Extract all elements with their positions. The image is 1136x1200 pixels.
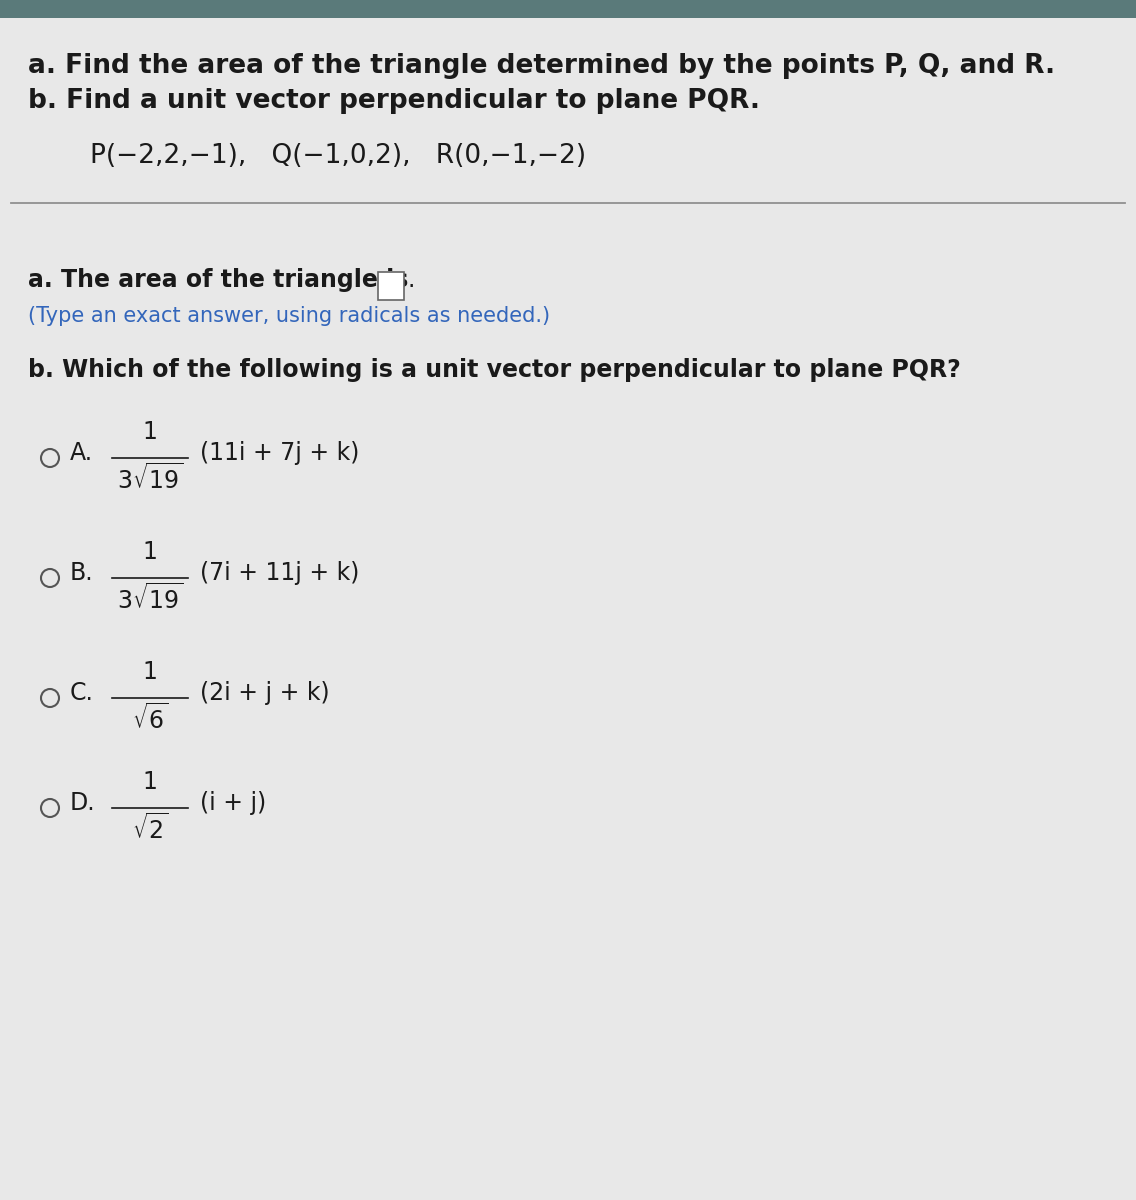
- Bar: [0, 0, 1136, 18]
- Text: 1: 1: [142, 660, 158, 684]
- Text: (11i + 7j + k): (11i + 7j + k): [200, 440, 359, 464]
- Text: $\sqrt{6}$: $\sqrt{6}$: [132, 703, 168, 733]
- Text: P(−2,2,−1),   Q(−1,0,2),   R(0,−1,−2): P(−2,2,−1), Q(−1,0,2), R(0,−1,−2): [90, 143, 586, 169]
- Text: .: .: [407, 268, 415, 292]
- Text: b. Which of the following is a unit vector perpendicular to plane PQR?: b. Which of the following is a unit vect…: [28, 358, 961, 382]
- Text: $3\sqrt{19}$: $3\sqrt{19}$: [117, 463, 183, 493]
- Text: (7i + 11j + k): (7i + 11j + k): [200, 560, 359, 584]
- Text: $3\sqrt{19}$: $3\sqrt{19}$: [117, 583, 183, 613]
- Text: a. Find the area of the triangle determined by the points P, Q, and R.: a. Find the area of the triangle determi…: [28, 53, 1055, 79]
- Text: 1: 1: [142, 540, 158, 564]
- Text: C.: C.: [70, 680, 94, 704]
- Text: A.: A.: [70, 440, 93, 464]
- Text: B.: B.: [70, 560, 93, 584]
- Text: 1: 1: [142, 420, 158, 444]
- Text: $\sqrt{2}$: $\sqrt{2}$: [132, 814, 168, 844]
- Text: 1: 1: [142, 770, 158, 794]
- Text: (Type an exact answer, using radicals as needed.): (Type an exact answer, using radicals as…: [28, 306, 550, 326]
- Text: (2i + j + k): (2i + j + k): [200, 680, 329, 704]
- Text: b. Find a unit vector perpendicular to plane PQR.: b. Find a unit vector perpendicular to p…: [28, 88, 760, 114]
- Text: D.: D.: [70, 791, 95, 815]
- Bar: [378, 272, 404, 300]
- Text: a. The area of the triangle is: a. The area of the triangle is: [28, 268, 408, 292]
- Text: (i + j): (i + j): [200, 791, 266, 815]
